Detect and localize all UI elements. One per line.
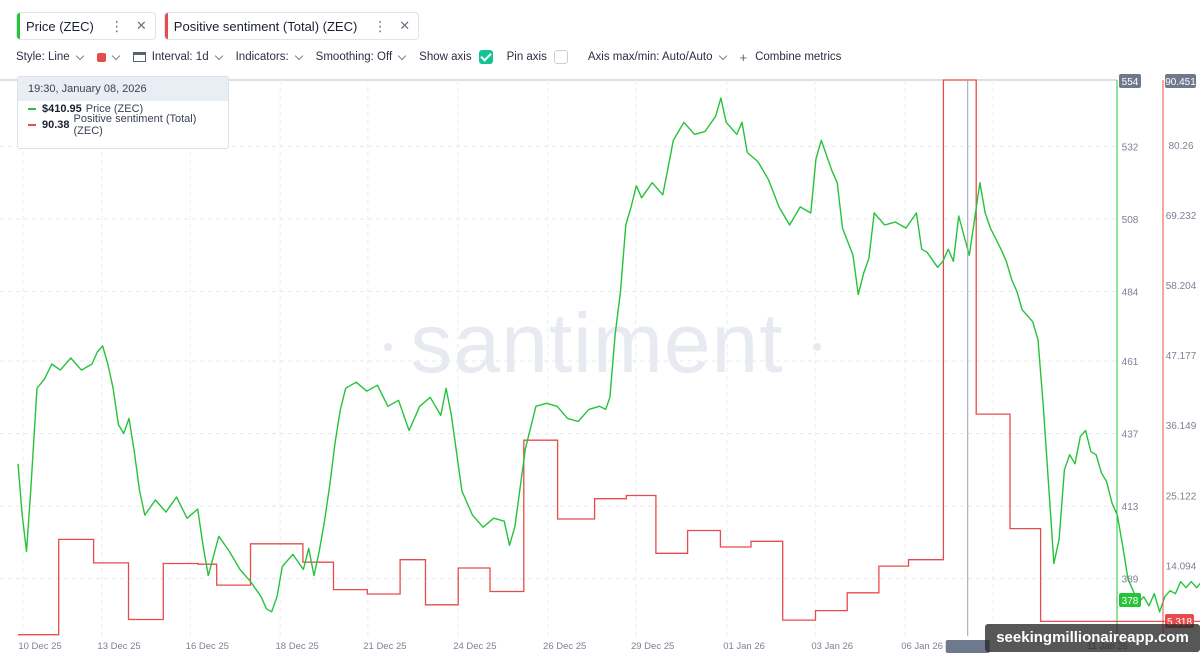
- more-options-icon[interactable]: ⋮: [373, 17, 388, 34]
- tooltip-price-value: $410.95: [42, 103, 82, 115]
- price-max-badge: 554: [1122, 77, 1139, 88]
- price-tick-label: 437: [1122, 430, 1139, 441]
- x-tick-label: 01 Jan 26: [723, 641, 765, 652]
- tooltip-sentiment-label: Positive sentiment (Total) (ZEC): [73, 113, 197, 137]
- price-tick-label: 413: [1122, 502, 1139, 513]
- x-tick-label: 29 Dec 25: [631, 641, 674, 652]
- sentiment-tick-label: 58.204: [1166, 281, 1197, 292]
- more-options-icon[interactable]: ⋮: [109, 17, 124, 34]
- smoothing-dropdown[interactable]: Smoothing: Off: [315, 51, 407, 63]
- sentiment-last-badge: 5.318: [1167, 617, 1192, 628]
- series-line-positive-sentiment: [18, 79, 1200, 636]
- price-last-badge-bg: [1119, 593, 1141, 607]
- pin-axis-label: Pin axis: [506, 51, 547, 63]
- show-axis-label: Show axis: [419, 51, 472, 63]
- indicators-dropdown[interactable]: Indicators:: [235, 51, 303, 63]
- show-axis-toggle[interactable]: Show axis: [419, 50, 493, 64]
- crosshair-tooltip: 19:30, January 08, 2026 $410.95 Price (Z…: [17, 76, 229, 149]
- sentiment-tick-label: 80.26: [1168, 141, 1193, 152]
- sentiment-tick-label: 47.177: [1166, 351, 1197, 362]
- x-tick-label: 13 Dec 25: [97, 641, 140, 652]
- chart-series: [17, 79, 1200, 636]
- chart-axes: 389 413 437 461 484 508 532 14.094 25.122 36.149 4…: [18, 74, 1197, 653]
- price-max-badge-bg: [1119, 74, 1141, 88]
- plus-icon: +: [739, 49, 748, 65]
- x-tick-label: 24 Dec 25: [453, 641, 496, 652]
- price-tick-label: 461: [1122, 357, 1139, 368]
- sentiment-tick-label: 14.094: [1166, 561, 1197, 572]
- axis-maxmin-label: Axis max/min: Auto/Auto: [587, 51, 713, 63]
- combine-metrics-label: Combine metrics: [755, 51, 842, 63]
- metric-tabs: Price (ZEC) ⋮ ✕ Positive sentiment (Tota…: [16, 12, 420, 40]
- tooltip-timestamp: 19:30, January 08, 2026: [18, 77, 228, 101]
- tooltip-sentiment-value: 90.38: [41, 119, 70, 131]
- price-tick-label: 532: [1122, 142, 1139, 153]
- pin-axis-toggle[interactable]: Pin axis: [507, 50, 568, 64]
- tooltip-series-marker: [28, 108, 36, 110]
- price-last-badge: 378: [1122, 596, 1139, 607]
- watermark-dot-left: [384, 343, 392, 351]
- interval-dropdown[interactable]: Interval: 1d: [132, 51, 223, 63]
- tooltip-row-price: $410.95 Price (ZEC): [18, 101, 228, 117]
- axis-maxmin-dropdown[interactable]: Axis max/min: Auto/Auto: [587, 51, 727, 63]
- combine-metrics-button[interactable]: + Combine metrics: [740, 50, 842, 65]
- watermark-dot-right: [813, 343, 821, 351]
- smoothing-label: Smoothing: Off: [315, 51, 393, 63]
- calendar-icon: [132, 52, 146, 62]
- indicators-label: Indicators:: [235, 51, 289, 63]
- tooltip-price-label: Price (ZEC): [85, 103, 144, 115]
- tooltip-series-marker: [28, 124, 36, 126]
- x-tick-label: 03 Jan 26: [811, 641, 853, 652]
- pin-axis-checkbox[interactable]: [553, 50, 568, 64]
- price-tick-label: 508: [1122, 215, 1139, 226]
- sentiment-max-badge: 90.451: [1165, 77, 1196, 88]
- close-icon[interactable]: ✕: [135, 18, 147, 33]
- metric-color-accent: [17, 13, 20, 39]
- metric-tab-label: Price (ZEC): [26, 18, 94, 34]
- x-tick-label: 21 Dec 25: [363, 641, 406, 652]
- interval-label: Interval: 1d: [151, 51, 209, 63]
- color-picker[interactable]: [96, 51, 120, 62]
- metric-tab-price[interactable]: Price (ZEC) ⋮ ✕: [16, 12, 156, 40]
- style-label: Style: Line: [16, 51, 70, 63]
- close-icon[interactable]: ✕: [399, 18, 411, 33]
- sentiment-tick-label: 36.149: [1166, 421, 1197, 432]
- x-tick-label: 10 Dec 25: [18, 641, 61, 652]
- sentiment-tick-label: 69.232: [1166, 211, 1197, 222]
- color-swatch: [96, 52, 106, 62]
- sentiment-tick-label: 25.122: [1166, 491, 1197, 502]
- santiment-watermark: santiment: [410, 296, 783, 390]
- series-line-price: [17, 97, 1200, 613]
- x-tick-label: 16 Dec 25: [186, 641, 229, 652]
- style-dropdown[interactable]: Style: Line: [16, 51, 84, 63]
- price-tick-label: 484: [1122, 288, 1139, 299]
- chart-toolbar: Style: Line Interval: 1d Indicators: Smo…: [16, 48, 855, 66]
- sentiment-max-badge-bg: [1165, 74, 1196, 88]
- metric-tab-positive-sentiment[interactable]: Positive sentiment (Total) (ZEC) ⋮ ✕: [163, 12, 420, 40]
- price-tick-label: 389: [1122, 575, 1139, 586]
- x-tick-label: 06 Jan 26: [901, 641, 943, 652]
- tooltip-row-sentiment: 90.38 Positive sentiment (Total) (ZEC): [18, 113, 228, 137]
- show-axis-checkbox[interactable]: [478, 50, 493, 64]
- metric-tab-label: Positive sentiment (Total) (ZEC): [173, 18, 358, 34]
- metric-color-accent: [164, 13, 168, 39]
- x-tick-label: 18 Dec 25: [276, 641, 319, 652]
- site-watermark: seekingmillionaireapp.com: [985, 624, 1200, 652]
- crosshair-date-badge: [945, 640, 990, 653]
- x-tick-label: 26 Dec 25: [543, 641, 586, 652]
